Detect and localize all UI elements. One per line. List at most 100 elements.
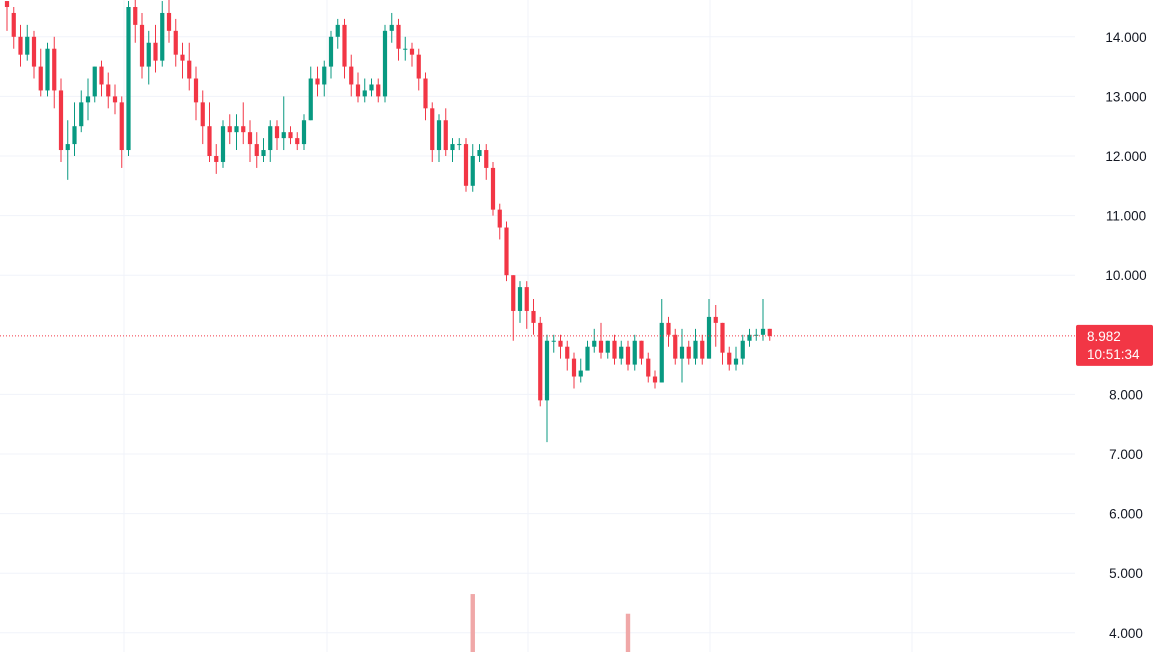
candle-body — [234, 126, 239, 133]
candle-body — [288, 132, 293, 139]
y-tick-label: 5.000 — [1109, 566, 1143, 581]
candle-body — [659, 322, 664, 383]
candle-up — [693, 328, 698, 365]
volume-bar — [470, 594, 475, 652]
candle-down — [4, 1, 10, 31]
candle-body — [740, 340, 745, 359]
candle-up — [592, 328, 597, 353]
candle-up — [146, 30, 151, 85]
candle-up — [261, 138, 266, 162]
candle-up — [389, 12, 394, 43]
candle-body — [207, 126, 212, 156]
candle-body — [693, 340, 698, 359]
candle-up — [65, 120, 70, 180]
candle-down — [342, 18, 347, 79]
candle-body — [166, 12, 172, 31]
candle-body — [18, 36, 23, 55]
candle-body — [544, 340, 550, 401]
candle-body — [389, 24, 394, 31]
candle-body — [220, 126, 226, 162]
volume-bars — [470, 594, 631, 652]
candle-body — [706, 316, 712, 359]
candle-up — [578, 358, 583, 383]
candle-down — [490, 161, 496, 216]
candle-down — [193, 66, 199, 121]
candle-body — [605, 340, 610, 353]
candle-down — [166, 0, 172, 43]
candle-up — [632, 334, 637, 371]
candle-down — [349, 54, 354, 97]
candle-down — [524, 281, 529, 329]
candle-body — [470, 156, 475, 186]
candle-body — [524, 287, 529, 311]
candle-body — [571, 358, 577, 377]
candle-down — [247, 120, 253, 162]
candle-up — [544, 334, 550, 443]
last-price-value: 8.982 — [1087, 329, 1121, 344]
candle-down — [423, 72, 428, 121]
candle-body — [261, 150, 266, 156]
candle-down — [180, 42, 185, 79]
candle-down — [31, 30, 37, 79]
candle-body — [153, 42, 158, 61]
candle-body — [517, 287, 523, 311]
grid — [0, 0, 1075, 652]
candle-down — [214, 144, 219, 174]
candle-body — [4, 1, 10, 7]
candle-body — [396, 24, 401, 49]
candle-body — [565, 346, 570, 359]
candle-down — [376, 78, 381, 103]
y-tick-label: 14.000 — [1105, 30, 1146, 45]
candle-body — [342, 24, 347, 67]
candle-down — [133, 0, 138, 43]
y-tick-label: 13.000 — [1105, 89, 1146, 104]
candle-up — [450, 138, 455, 162]
candle-up — [436, 114, 442, 162]
candle-body — [430, 108, 435, 151]
candle-body — [227, 126, 232, 133]
candle-body — [328, 36, 334, 67]
candle-down — [355, 72, 361, 103]
candle-body — [106, 84, 111, 97]
candle-body — [416, 54, 421, 79]
candle-body — [423, 78, 428, 109]
candle-down — [288, 126, 293, 145]
candle-up — [470, 144, 475, 192]
candle-body — [700, 340, 705, 359]
candle-body — [490, 167, 496, 210]
candle-down — [295, 132, 300, 151]
candle-body — [463, 144, 469, 186]
candle-up — [79, 90, 84, 133]
candle-up — [605, 340, 610, 359]
candle-body — [247, 132, 253, 145]
candle-body — [72, 126, 77, 145]
candle-body — [443, 120, 448, 151]
candle-down — [565, 340, 570, 371]
candle-up — [457, 138, 462, 151]
candle-body — [409, 48, 415, 55]
candle-body — [25, 36, 30, 55]
candle-up — [335, 18, 340, 49]
candle-up — [740, 334, 745, 365]
candle-body — [362, 90, 367, 97]
candle-body — [85, 96, 91, 103]
candle-down — [18, 24, 23, 67]
candle-up — [754, 328, 759, 341]
candle-down — [727, 346, 732, 371]
candle-down — [511, 275, 516, 341]
candle-up — [477, 144, 482, 162]
price-axis[interactable]: 14.000 13.000 12.000 11.000 10.000 8.000 7.000… — [1105, 30, 1146, 641]
candle-body — [355, 84, 361, 97]
candle-body — [58, 90, 64, 151]
candle-body — [679, 346, 685, 359]
candle-up — [706, 299, 712, 359]
candle-body — [173, 30, 178, 55]
candle-down — [484, 144, 489, 180]
candle-body — [180, 54, 185, 61]
candle-body — [126, 7, 131, 151]
candle-body — [301, 120, 307, 145]
candle-down — [227, 114, 232, 145]
candle-up — [679, 328, 685, 383]
candle-down — [639, 340, 644, 365]
